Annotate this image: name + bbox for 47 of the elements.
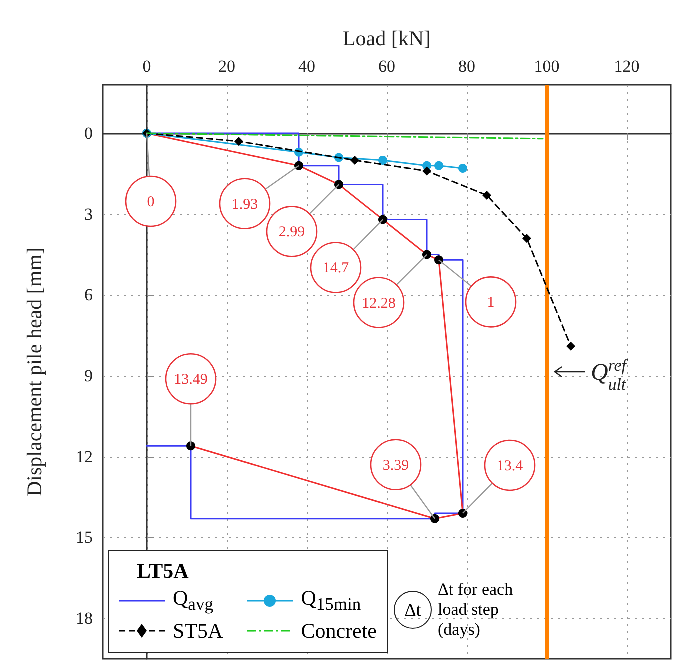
annotation: 14.7 (322, 260, 350, 277)
annotation: Δt for each load step (days) (438, 580, 514, 640)
x-tick-label: 40 (298, 57, 316, 76)
legend-label: Q$_{15min}$ (301, 586, 362, 616)
x-tick-label: 60 (378, 57, 396, 76)
annotation: 13.4 (496, 458, 524, 474)
point (458, 164, 468, 174)
annotation: 3.39 (382, 458, 410, 474)
x-axis-title: Load [kN] (342, 26, 432, 50)
point (294, 161, 304, 170)
x-tick-label: 0 (142, 57, 152, 76)
y-axis-title: Displacement pile head [mm] (22, 248, 46, 496)
annotation: 0 (147, 194, 155, 211)
x-tick-label: 20 (218, 57, 236, 76)
annotation: 12.28 (362, 296, 396, 312)
circle-outline: Δt (394, 591, 432, 629)
point (482, 190, 492, 200)
y-tick-label: 18 (76, 609, 93, 628)
y-tick-label: 15 (76, 528, 93, 548)
point (566, 342, 576, 351)
annotation: 2.99 (278, 224, 306, 241)
point (430, 514, 440, 524)
point (422, 166, 432, 176)
point (434, 161, 444, 170)
point (522, 234, 532, 244)
point (234, 137, 244, 146)
annotation: 1 (487, 295, 495, 312)
annotation: 1.93 (232, 196, 258, 213)
x-tick-label: 100 (534, 57, 560, 76)
annotation: Δt (404, 600, 422, 620)
point (378, 156, 388, 165)
legend-title: LT5A (137, 559, 190, 584)
annotation: 13.49 (174, 372, 208, 388)
legend-label: Q$_{avg}$ (173, 586, 214, 616)
point (186, 442, 196, 451)
y-tick-label: 12 (76, 447, 93, 466)
x-tick-label: 80 (458, 57, 476, 76)
x-tick-label: 120 (614, 57, 640, 76)
legend-label: Concrete (301, 618, 377, 644)
point (350, 156, 360, 165)
y-tick-label: 0 (84, 124, 93, 144)
y-tick-label: 9 (84, 366, 93, 386)
point (434, 256, 444, 265)
y-tick-label: 6 (84, 286, 93, 305)
legend-label: ST5A (173, 618, 224, 644)
y-tick-label: 3 (84, 204, 93, 224)
point (458, 508, 468, 518)
